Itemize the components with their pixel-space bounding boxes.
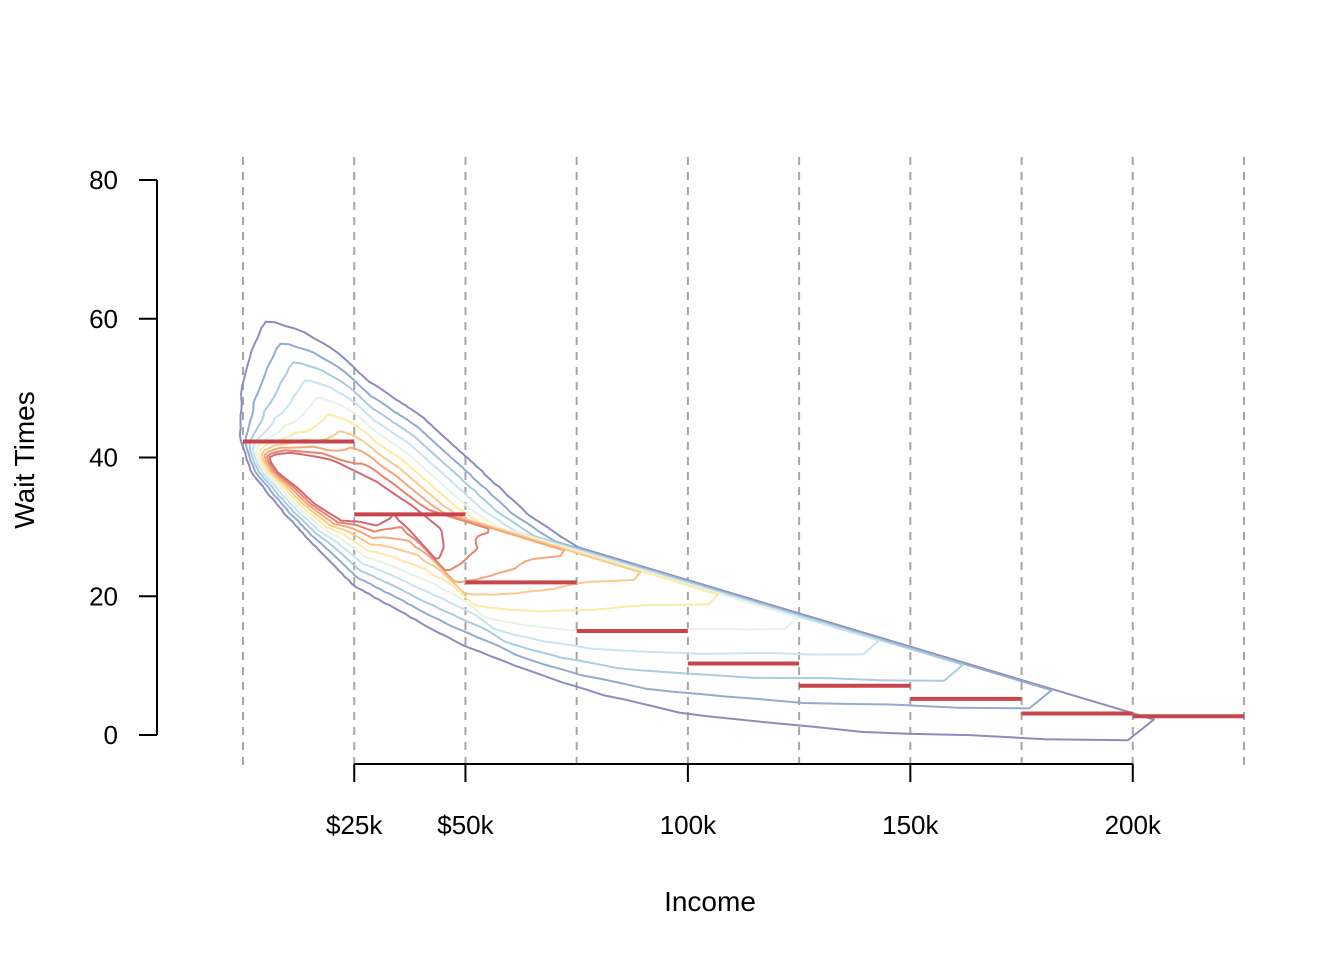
density-contour bbox=[263, 445, 565, 584]
density-contour bbox=[238, 320, 1155, 742]
x-axis-title: Income bbox=[664, 886, 756, 917]
y-axis: 0 20 40 60 80 bbox=[89, 165, 158, 750]
x-axis: $25k $50k 100k 150k 200k bbox=[326, 763, 1162, 840]
y-tick-label: 60 bbox=[89, 304, 118, 334]
density-contour bbox=[252, 379, 880, 656]
x-tick-label: $25k bbox=[326, 810, 383, 840]
y-axis-title: Wait Times bbox=[9, 391, 40, 528]
bin-mean-segments bbox=[243, 439, 1244, 719]
bin-edge-lines bbox=[242, 157, 1245, 765]
density-contour bbox=[248, 361, 964, 682]
density-contours bbox=[238, 320, 1155, 742]
density-contour bbox=[257, 413, 720, 613]
density-contour bbox=[266, 449, 490, 572]
density-contour bbox=[255, 396, 799, 632]
x-tick-label: 150k bbox=[882, 810, 939, 840]
y-tick-label: 20 bbox=[89, 581, 118, 611]
density-contour bbox=[244, 342, 1053, 710]
x-tick-label: $50k bbox=[437, 810, 494, 840]
y-tick-label: 80 bbox=[89, 165, 118, 195]
x-tick-label: 100k bbox=[660, 810, 717, 840]
x-tick-label: 200k bbox=[1105, 810, 1162, 840]
y-tick-label: 40 bbox=[89, 443, 118, 473]
y-tick-label: 0 bbox=[104, 720, 118, 750]
density-contour bbox=[260, 430, 642, 596]
